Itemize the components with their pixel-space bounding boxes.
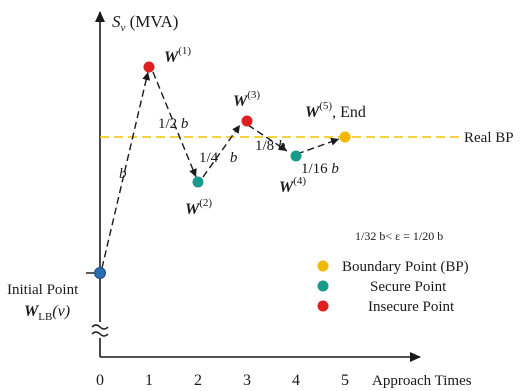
label-initial-line2: WLB(v): [24, 303, 70, 323]
legend-marker-secure: [317, 280, 329, 292]
label-w4: W(4): [279, 175, 306, 196]
label-initial-line1: Initial Point: [7, 282, 79, 298]
step-label-5: 1/16 b: [301, 161, 339, 177]
point-w2: [192, 176, 204, 188]
legend-marker-boundary: [317, 260, 329, 272]
point-w4: [290, 150, 302, 162]
x-tick-5: 5: [341, 372, 349, 389]
x-tick-4: 4: [292, 372, 300, 389]
step-segment-5: [296, 137, 340, 155]
real-bp-label: Real BP: [464, 130, 514, 146]
legend: Boundary Point (BP) Secure Point Insecur…: [317, 259, 469, 315]
legend-label-secure: Secure Point: [370, 279, 447, 295]
step-segment-4: [247, 124, 288, 152]
approach-path: [101, 71, 340, 269]
x-axis-label: Approach Times: [372, 373, 472, 389]
y-axis-label: Sv (MVA): [112, 12, 178, 34]
label-w3: W(3): [233, 89, 260, 110]
label-w2: W(2): [185, 197, 212, 218]
point-w1: [143, 61, 155, 73]
x-tick-2: 2: [194, 372, 202, 389]
label-w5: W(5), End: [305, 100, 366, 121]
condition-note: 1/32 b< ε = 1/20 b: [355, 229, 443, 243]
x-tick-0: 0: [96, 372, 104, 389]
point-w5: [339, 131, 351, 143]
label-w1: W(1): [164, 45, 191, 66]
point-w3: [241, 115, 253, 127]
legend-label-insecure: Insecure Point: [368, 299, 455, 315]
legend-marker-insecure: [317, 300, 329, 312]
step-segment-1: [101, 71, 151, 269]
data-points: [94, 61, 351, 279]
step-label-4: 1/8 b: [255, 138, 286, 154]
axis-break-mark: [91, 324, 109, 337]
step-label-1: b: [119, 166, 127, 182]
step-segment-2: [152, 71, 197, 178]
point-initial: [94, 267, 106, 279]
x-tick-1: 1: [145, 372, 153, 389]
step-label-3: 1/4 b: [199, 150, 238, 166]
x-tick-3: 3: [243, 372, 251, 389]
x-ticks: 0 1 2 3 4 5: [96, 372, 349, 389]
step-label-2: 1/2 b: [158, 116, 189, 132]
legend-label-boundary: Boundary Point (BP): [342, 259, 469, 275]
